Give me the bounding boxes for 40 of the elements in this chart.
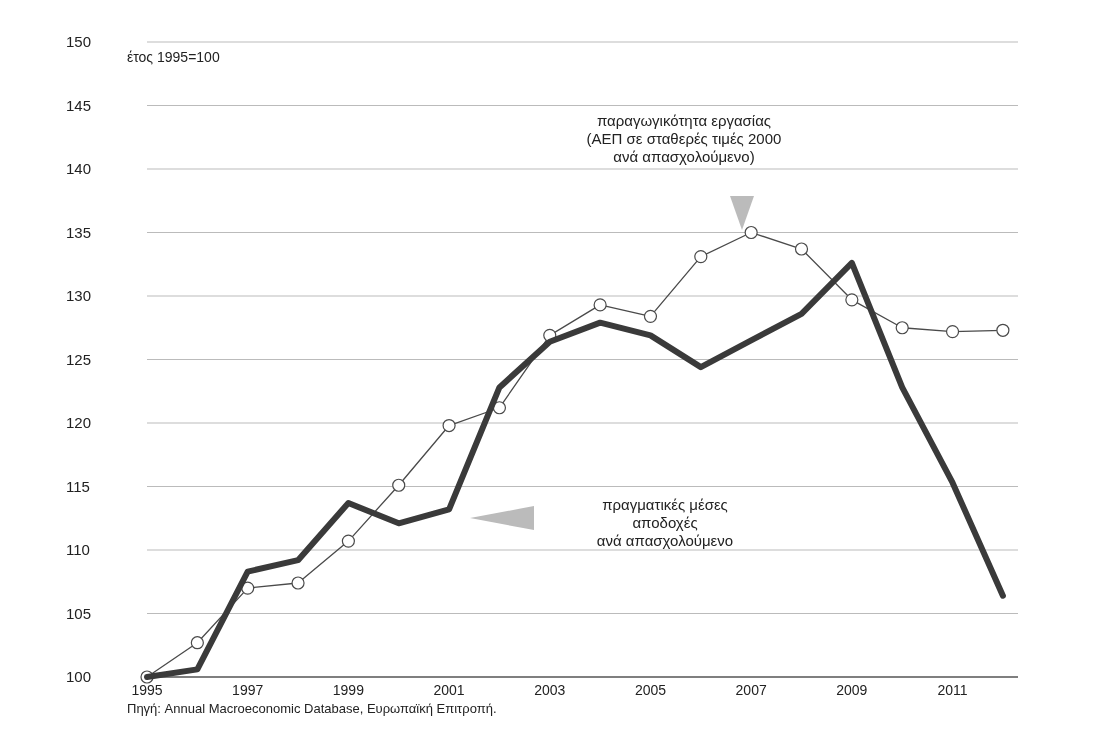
y-tick-label: 125 — [66, 350, 92, 368]
x-tick-label: 2003 — [534, 682, 566, 698]
x-tick-label: 2007 — [735, 682, 767, 698]
x-tick-label: 1997 — [232, 682, 264, 698]
x-tick-label: 2009 — [836, 682, 868, 698]
point — [593, 298, 607, 312]
point — [241, 581, 255, 595]
y-tick-label: 135 — [66, 223, 92, 241]
annotation: πραγματικές μέσες αποδοχές ανά απασχολούμενο — [596, 496, 734, 549]
point — [895, 321, 909, 335]
y-tick-label: 150 — [66, 33, 92, 50]
y-tick-label: 115 — [66, 477, 90, 495]
point — [492, 401, 507, 415]
point — [845, 293, 859, 307]
y-tick-label: 110 — [66, 541, 90, 558]
point — [996, 323, 1010, 337]
point — [794, 242, 809, 256]
x-tick-label: 1995 — [131, 682, 163, 698]
point — [442, 418, 456, 433]
y-tick-label: 120 — [66, 414, 92, 431]
point — [341, 534, 355, 548]
point — [945, 324, 960, 339]
annotation: παραγωγικότητα εργασίας (ΑΕΠ σε σταθερές τιμές 2000 ανά απασχολούμενο) — [586, 112, 782, 165]
y-tick-label: 105 — [66, 604, 92, 622]
point — [643, 309, 658, 323]
x-tick-label: 1999 — [332, 682, 365, 698]
x-tick-label: 2011 — [937, 682, 968, 698]
point — [694, 250, 708, 264]
annotation: έτος 1995=100 — [127, 49, 220, 65]
y-tick-label: 100 — [66, 668, 92, 685]
y-tick-label: 130 — [66, 287, 92, 304]
point — [190, 636, 204, 650]
text: Πηγή: Annual Macroeconomic Database, Ευρωπαϊκή Επιτροπή. — [127, 701, 497, 716]
point — [291, 576, 305, 590]
x-tick-label: 2005 — [634, 682, 667, 698]
y-tick-label: 145 — [66, 96, 92, 114]
point — [744, 225, 758, 240]
x-tick-label: 2001 — [433, 682, 465, 698]
y-tick-label: 140 — [66, 160, 92, 177]
point — [392, 478, 406, 492]
